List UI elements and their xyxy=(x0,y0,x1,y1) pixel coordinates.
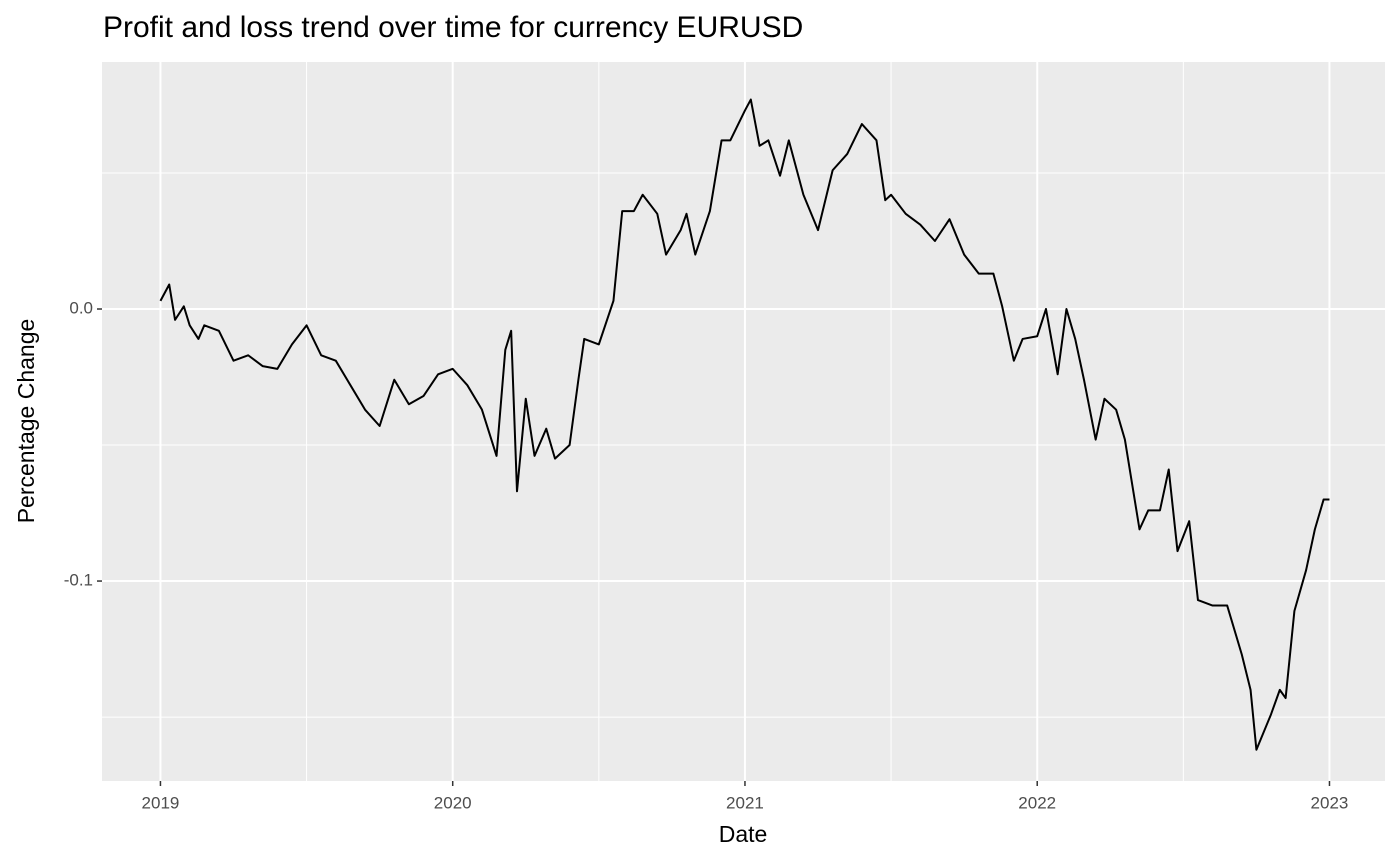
x-tick-label: 2020 xyxy=(434,793,472,812)
y-tick-label: -0.1 xyxy=(64,571,93,590)
line-series xyxy=(159,98,1330,751)
x-tick-label: 2019 xyxy=(142,793,180,812)
x-axis-title: Date xyxy=(719,821,768,847)
x-tick-label: 2023 xyxy=(1311,793,1349,812)
x-tick-label: 2021 xyxy=(726,793,764,812)
y-axis-title: Percentage Change xyxy=(13,319,39,524)
chart-title: Profit and loss trend over time for curr… xyxy=(103,11,803,44)
plot-panel xyxy=(102,62,1385,781)
x-tick-label: 2022 xyxy=(1018,793,1056,812)
y-tick-label: 0.0 xyxy=(69,298,93,317)
